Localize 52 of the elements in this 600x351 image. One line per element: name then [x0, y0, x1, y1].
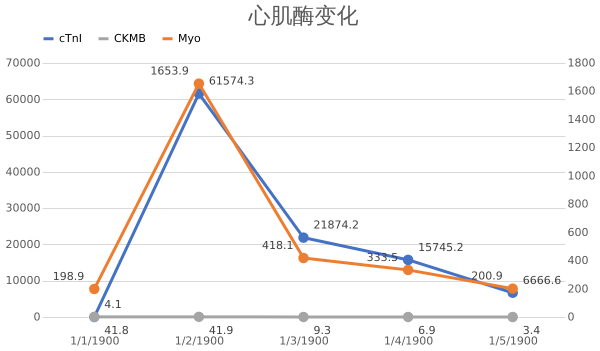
point — [507, 312, 518, 322]
y-tick-label: 20000 — [6, 238, 40, 251]
point — [298, 312, 309, 322]
data-label: 418.1 — [262, 239, 294, 252]
y2-tick-label: 1000 — [568, 169, 596, 182]
x-tick-label: 1/4/1900 — [384, 334, 434, 348]
y-tick-label: 50000 — [6, 129, 40, 142]
data-label: 6.9 — [418, 324, 436, 337]
point — [402, 264, 414, 276]
x-tick-label: 1/3/1900 — [279, 334, 329, 348]
y2-tick-label: 400 — [568, 254, 588, 268]
y2-tick-label: 600 — [568, 226, 588, 239]
data-label: 198.9 — [52, 270, 84, 283]
data-label: 9.3 — [314, 324, 331, 337]
legend-label: cTnI — [59, 32, 82, 45]
y2-tick-label: 1200 — [568, 141, 596, 154]
point — [89, 284, 100, 294]
point — [298, 232, 309, 243]
y-tick-label: 40000 — [6, 165, 40, 178]
y-tick-label: 30000 — [6, 202, 40, 215]
point — [402, 254, 414, 266]
data-label: 3.4 — [522, 324, 540, 337]
legend-label: Myo — [178, 32, 201, 45]
data-label: 41.9 — [208, 324, 234, 337]
y2-tick-label: 0 — [568, 310, 574, 324]
data-label: 15745.2 — [418, 240, 464, 254]
x-tick-label: 1/2/1900 — [174, 334, 224, 348]
data-label: 41.8 — [104, 324, 129, 337]
y-tick-label: 10000 — [6, 274, 40, 288]
y2-tick-label: 1600 — [568, 84, 596, 98]
y2-tick-label: 1800 — [568, 56, 596, 70]
point — [194, 312, 204, 322]
y-tick-label: 70000 — [6, 56, 40, 70]
point — [194, 78, 204, 89]
x-tick-label: 1/1/1900 — [70, 334, 120, 348]
y-tick-label: 60000 — [6, 92, 40, 106]
y2-tick-label: 800 — [568, 198, 588, 211]
data-label: 200.9 — [471, 270, 503, 283]
y2-tick-label: 1400 — [568, 112, 596, 126]
data-label: 4.1 — [104, 298, 122, 311]
y-tick-label: 0 — [34, 310, 40, 324]
data-label: 1653.9 — [150, 64, 189, 78]
data-label: 21874.2 — [314, 218, 359, 232]
data-label: 61574.3 — [208, 74, 254, 88]
y2-tick-label: 200 — [568, 282, 588, 296]
point — [402, 312, 414, 322]
data-label: 6666.6 — [522, 274, 562, 287]
point — [298, 252, 309, 264]
chart-title: 心肌酶变化 — [248, 4, 358, 29]
x-tick-label: 1/5/1900 — [488, 334, 538, 348]
legend-label: CKMB — [114, 32, 146, 45]
point — [507, 283, 518, 294]
